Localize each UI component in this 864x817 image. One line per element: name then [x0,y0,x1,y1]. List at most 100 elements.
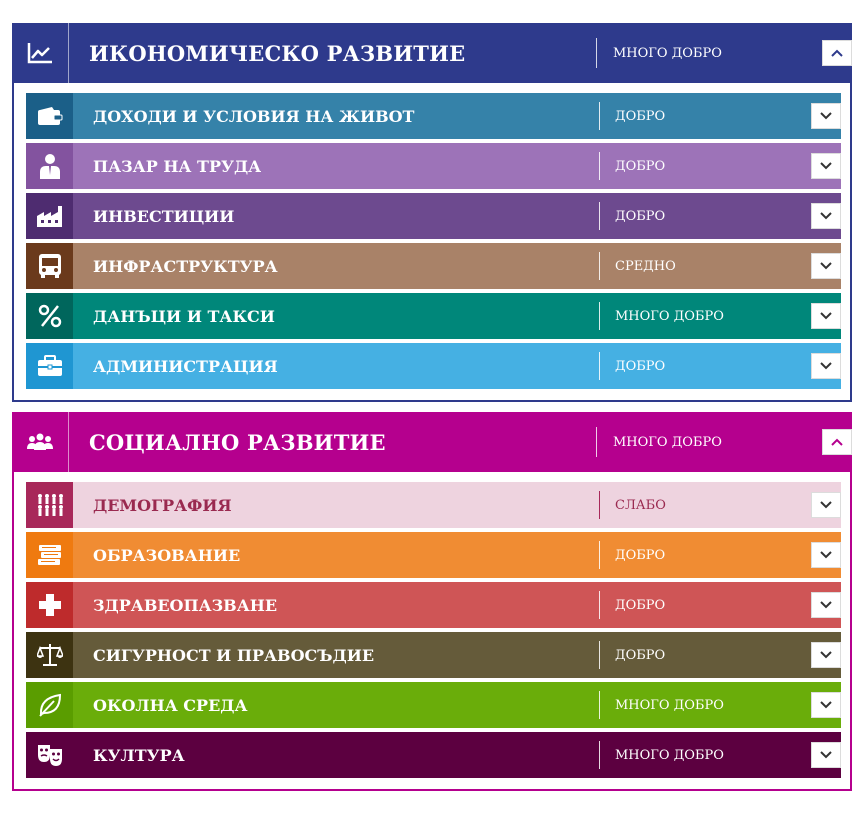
books-icon [26,532,73,578]
divider [599,741,600,769]
collapse-button[interactable] [822,429,852,455]
list-item-environment[interactable]: ОКОЛНА СРЕДА МНОГО ДОБРО [26,682,841,728]
item-title: ДОХОДИ И УСЛОВИЯ НА ЖИВОТ [93,106,415,126]
medical-cross-icon [26,582,73,628]
percent-icon [26,293,73,339]
population-icon [26,482,73,528]
item-rating: СЛАБО [615,497,666,513]
expand-button[interactable] [811,103,841,129]
expand-button[interactable] [811,642,841,668]
expand-button[interactable] [811,203,841,229]
item-title: ДЕМОГРАФИЯ [93,495,232,515]
expand-button[interactable] [811,592,841,618]
list-item-security-justice[interactable]: СИГУРНОСТ И ПРАВОСЪДИЕ ДОБРО [26,632,841,678]
list-item-culture[interactable]: КУЛТУРА МНОГО ДОБРО [26,732,841,778]
divider [599,302,600,330]
item-rating: ДОБРО [615,647,666,663]
divider [599,491,600,519]
item-rating: МНОГО ДОБРО [615,308,724,324]
divider [596,427,597,457]
list-item-labor-market[interactable]: ПАЗАР НА ТРУДА ДОБРО [26,143,841,189]
divider [599,352,600,380]
section-rating: МНОГО ДОБРО [613,434,722,450]
item-title: ПАЗАР НА ТРУДА [93,156,262,176]
item-rating: МНОГО ДОБРО [615,747,724,763]
item-title: ИНФРАСТРУКТУРА [93,256,278,276]
expand-button[interactable] [811,153,841,179]
list-item-education[interactable]: ОБРАЗОВАНИЕ ДОБРО [26,532,841,578]
item-title: ОКОЛНА СРЕДА [93,695,248,715]
item-title: ДАНЪЦИ И ТАКСИ [93,306,275,326]
chevron-down-icon [820,701,832,709]
people-group-icon [12,412,69,472]
chevron-up-icon [831,49,843,57]
item-rating: ДОБРО [615,208,666,224]
item-rating: МНОГО ДОБРО [615,697,724,713]
list-item-healthcare[interactable]: ЗДРАВЕОПАЗВАНЕ ДОБРО [26,582,841,628]
divider [599,541,600,569]
item-rating: ДОБРО [615,547,666,563]
item-title: ИНВЕСТИЦИИ [93,206,235,226]
briefcase-icon [26,343,73,389]
chevron-down-icon [820,212,832,220]
wallet-icon [26,93,73,139]
line-chart-icon [12,23,69,83]
chevron-down-icon [820,651,832,659]
expand-button[interactable] [811,353,841,379]
chevron-down-icon [820,551,832,559]
chevron-down-icon [820,312,832,320]
worker-icon [26,143,73,189]
divider [599,591,600,619]
factory-icon [26,193,73,239]
item-title: АДМИНИСТРАЦИЯ [93,356,278,376]
chevron-down-icon [820,362,832,370]
divider [599,641,600,669]
leaf-icon [26,682,73,728]
list-item-demography[interactable]: ДЕМОГРАФИЯ СЛАБО [26,482,841,528]
chevron-down-icon [820,751,832,759]
bus-icon [26,243,73,289]
chevron-down-icon [820,112,832,120]
divider [599,691,600,719]
list-item-administration[interactable]: АДМИНИСТРАЦИЯ ДОБРО [26,343,841,389]
chevron-down-icon [820,601,832,609]
collapse-button[interactable] [822,40,852,66]
expand-button[interactable] [811,692,841,718]
chevron-down-icon [820,501,832,509]
section-title: СОЦИАЛНО РАЗВИТИЕ [89,429,386,455]
expand-button[interactable] [811,492,841,518]
item-rating: ДОБРО [615,108,666,124]
divider [599,252,600,280]
item-rating: ДОБРО [615,158,666,174]
section-header[interactable]: СОЦИАЛНО РАЗВИТИЕ МНОГО ДОБРО [12,412,852,472]
expand-button[interactable] [811,542,841,568]
item-title: ЗДРАВЕОПАЗВАНЕ [93,595,278,615]
section-title: ИКОНОМИЧЕСКО РАЗВИТИЕ [89,40,466,66]
item-title: СИГУРНОСТ И ПРАВОСЪДИЕ [93,645,375,665]
list-item-infrastructure[interactable]: ИНФРАСТРУКТУРА СРЕДНО [26,243,841,289]
expand-button[interactable] [811,303,841,329]
list-item-income[interactable]: ДОХОДИ И УСЛОВИЯ НА ЖИВОТ ДОБРО [26,93,841,139]
section-economic: ИКОНОМИЧЕСКО РАЗВИТИЕ МНОГО ДОБРО ДОХОДИ… [12,23,852,402]
item-title: ОБРАЗОВАНИЕ [93,545,241,565]
section-header[interactable]: ИКОНОМИЧЕСКО РАЗВИТИЕ МНОГО ДОБРО [12,23,852,83]
divider [596,38,597,68]
list-item-investments[interactable]: ИНВЕСТИЦИИ ДОБРО [26,193,841,239]
item-rating: ДОБРО [615,597,666,613]
divider [599,202,600,230]
chevron-down-icon [820,162,832,170]
divider [599,152,600,180]
chevron-up-icon [831,438,843,446]
list-item-taxes[interactable]: ДАНЪЦИ И ТАКСИ МНОГО ДОБРО [26,293,841,339]
expand-button[interactable] [811,742,841,768]
scales-icon [26,632,73,678]
section-social: СОЦИАЛНО РАЗВИТИЕ МНОГО ДОБРО ДЕМОГРАФИЯ… [12,412,852,791]
item-rating: ДОБРО [615,358,666,374]
section-rating: МНОГО ДОБРО [613,45,722,61]
expand-button[interactable] [811,253,841,279]
chevron-down-icon [820,262,832,270]
item-rating: СРЕДНО [615,258,676,274]
divider [599,102,600,130]
theater-masks-icon [26,732,73,778]
item-title: КУЛТУРА [93,745,185,765]
